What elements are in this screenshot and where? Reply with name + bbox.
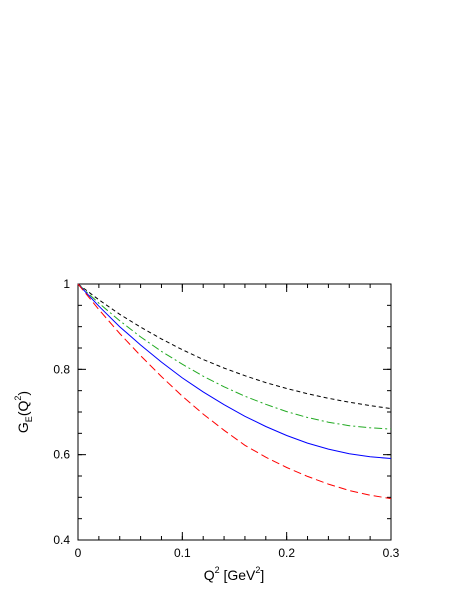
y-axis-label-base: G <box>15 422 31 433</box>
x-tick-label: 0 <box>75 546 82 560</box>
series-line-4 <box>77 283 392 500</box>
y-tick-label: 1 <box>63 277 70 291</box>
y-tick-label: 0.4 <box>53 533 70 547</box>
series-group <box>77 283 392 500</box>
x-axis-label-unit-open: [GeV <box>220 567 256 583</box>
x-tick-labels: 0 0.1 0.2 0.3 <box>75 546 400 560</box>
x-tick-label: 0.1 <box>174 546 191 560</box>
minor-ticks <box>77 283 392 541</box>
y-axis-label-exp: 2 <box>13 396 23 401</box>
y-axis-label: GE(Q2) <box>13 391 34 433</box>
y-tick-labels: 0.4 0.6 0.8 1 <box>53 277 70 547</box>
y-tick-label: 0.8 <box>53 362 70 376</box>
major-ticks <box>77 283 392 541</box>
y-tick-label: 0.6 <box>53 448 70 462</box>
plot-frame <box>77 283 392 541</box>
x-axis-label: Q2 [GeV2] <box>204 565 265 583</box>
series-line-1 <box>77 283 392 410</box>
series-line-3 <box>77 283 392 459</box>
y-axis-label-sub: E <box>24 416 34 422</box>
series-line-2 <box>77 283 392 430</box>
x-axis-label-unit-exp: 2 <box>255 565 260 575</box>
x-axis-label-base: Q <box>204 567 215 583</box>
x-axis-label-exp: 2 <box>215 565 220 575</box>
x-axis-label-unit-close: ] <box>260 567 264 583</box>
x-tick-label: 0.3 <box>383 546 400 560</box>
y-axis-label-open: (Q <box>15 401 31 417</box>
x-tick-label: 0.2 <box>278 546 295 560</box>
y-axis-label-close: ) <box>15 391 31 396</box>
